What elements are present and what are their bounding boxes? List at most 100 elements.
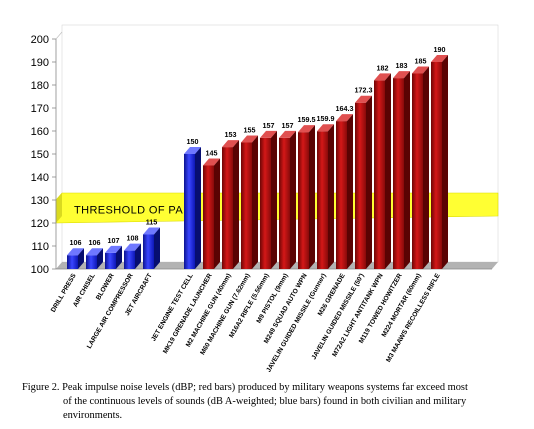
bar-side — [195, 147, 201, 269]
bar-value-label: 185 — [415, 57, 427, 66]
bar-top — [260, 130, 277, 138]
bar — [105, 245, 122, 269]
bar-side — [347, 114, 353, 269]
bar — [143, 227, 160, 269]
bar-front — [336, 121, 347, 269]
y-tick-label: 110 — [31, 241, 49, 253]
bar-side — [366, 95, 372, 270]
category-label: DRILL PRESS — [50, 272, 78, 314]
bar-side — [442, 55, 448, 269]
y-tick-label: 190 — [31, 57, 49, 69]
bar — [431, 55, 448, 269]
bar-side — [252, 135, 258, 269]
bar-side — [290, 130, 296, 269]
bar-side — [423, 66, 429, 269]
figure-caption: Figure 2. Peak impulse noise levels (dBP… — [22, 381, 522, 423]
bar — [222, 140, 239, 269]
bar-front — [184, 154, 195, 269]
bar-front — [374, 80, 385, 270]
bar-front — [222, 147, 233, 269]
bar-front — [317, 131, 328, 269]
bar-value-label: 150 — [187, 137, 199, 146]
bar-value-label: 155 — [244, 126, 256, 135]
bar-value-label: 106 — [89, 238, 101, 247]
bar-front — [412, 73, 423, 269]
bar-value-label: 159.5 — [298, 115, 316, 124]
bar-front — [203, 165, 214, 269]
bar-top — [143, 227, 160, 235]
y-tick-label: 160 — [31, 126, 49, 138]
y-tick-label: 120 — [31, 218, 49, 230]
bar-side — [271, 130, 277, 269]
y-axis: 100 110 120 130 140 150 160 170 180 190 200 — [31, 31, 63, 276]
bar-front — [355, 102, 366, 270]
caption-line-1: Figure 2. Peak impulse noise levels (dBP… — [22, 382, 468, 393]
bar-value-label: 157 — [263, 121, 275, 130]
bar-front — [67, 255, 78, 269]
bar — [279, 130, 296, 269]
bar-chart: THRESHOLD OF PAIN 1001101201301401501601… — [31, 24, 499, 374]
bar — [86, 248, 103, 269]
bar-value-label: 157 — [282, 121, 294, 130]
bar — [203, 158, 220, 269]
bar-top — [241, 135, 258, 143]
bar-value-label: 107 — [108, 236, 120, 245]
bar — [317, 124, 334, 269]
bar-value-label: 190 — [434, 45, 446, 54]
bar-value-label: 183 — [396, 61, 408, 70]
bar-front — [431, 62, 442, 269]
bar-value-label: 172.3 — [355, 86, 373, 95]
bar-side — [404, 71, 410, 269]
bar-top — [336, 114, 353, 122]
bar-top — [222, 140, 239, 148]
y-tick-label: 130 — [31, 195, 49, 207]
bar-front — [393, 78, 404, 269]
bar-value-label: 106 — [70, 238, 82, 247]
bar-side — [97, 248, 103, 269]
bar-top — [431, 55, 448, 62]
bars — [67, 55, 448, 270]
threshold-band-side — [56, 193, 62, 223]
bar — [374, 73, 391, 270]
bar — [355, 95, 372, 270]
bar-top — [86, 248, 103, 256]
category-label: BLOWER — [95, 272, 116, 301]
bar-top — [105, 245, 122, 253]
bar — [184, 147, 201, 269]
bar-front — [143, 234, 154, 269]
bar-top — [184, 147, 201, 154]
bar-side — [116, 245, 122, 269]
bar-top — [203, 158, 220, 166]
bar-front — [105, 252, 116, 269]
bar-top — [124, 243, 141, 251]
bar-value-label: 153 — [225, 130, 237, 139]
bar-value-label: 115 — [146, 218, 158, 227]
bar-side — [78, 248, 84, 269]
bar-top — [279, 130, 296, 138]
bar — [412, 66, 429, 269]
bar-front — [260, 137, 271, 269]
bar-front — [279, 137, 290, 269]
bar-side — [309, 125, 315, 270]
bar-value-label: 145 — [206, 149, 218, 158]
bar-side — [214, 158, 220, 269]
bar-value-label: 164.3 — [336, 104, 354, 113]
bar-top — [355, 95, 372, 103]
bar-value-label: 108 — [127, 234, 139, 243]
caption-line-3: environments. — [63, 410, 123, 421]
y-tick-label: 100 — [31, 264, 49, 276]
y-tick-label: 180 — [31, 80, 49, 92]
bar — [336, 114, 353, 269]
bar — [124, 243, 141, 269]
value-labels: 106 106 107 108 115 150 145 153 155 157 157 159.5 15… — [70, 45, 446, 247]
bar — [241, 135, 258, 269]
bar-front — [241, 142, 252, 269]
bar-top — [412, 66, 429, 74]
bar — [260, 130, 277, 269]
bar-side — [135, 243, 141, 269]
bar — [393, 71, 410, 269]
bar-front — [86, 255, 97, 269]
bar — [298, 125, 315, 270]
bar-front — [298, 132, 309, 269]
